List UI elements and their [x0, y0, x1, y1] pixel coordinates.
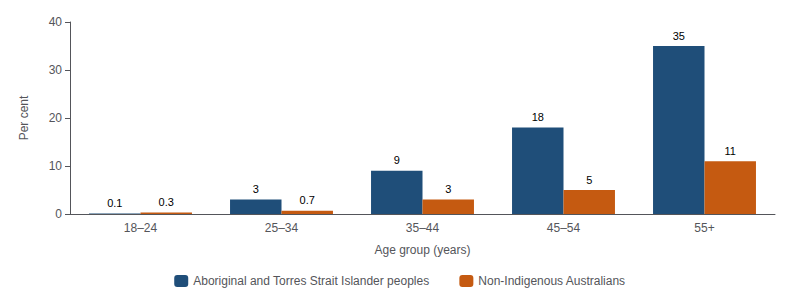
- svg-text:40: 40: [49, 15, 63, 29]
- svg-text:5: 5: [586, 174, 592, 186]
- svg-text:18–24: 18–24: [124, 221, 158, 235]
- svg-text:30: 30: [49, 63, 63, 77]
- svg-text:0.7: 0.7: [300, 194, 315, 206]
- svg-text:0: 0: [55, 207, 62, 221]
- svg-text:11: 11: [725, 145, 736, 157]
- svg-text:3: 3: [445, 183, 451, 195]
- svg-text:Aboriginal and Torres Strait I: Aboriginal and Torres Strait Islander pe…: [193, 274, 429, 288]
- svg-text:Non-Indigenous Australians: Non-Indigenous Australians: [478, 274, 625, 288]
- svg-text:55+: 55+: [694, 221, 714, 235]
- svg-text:45–54: 45–54: [547, 221, 581, 235]
- svg-text:35–44: 35–44: [406, 221, 440, 235]
- svg-text:10: 10: [49, 159, 63, 173]
- svg-text:3: 3: [253, 183, 259, 195]
- svg-text:20: 20: [49, 111, 63, 125]
- svg-text:0.3: 0.3: [159, 196, 174, 208]
- svg-text:Per cent: Per cent: [17, 95, 31, 140]
- svg-text:0.1: 0.1: [107, 197, 122, 209]
- svg-text:18: 18: [532, 111, 544, 123]
- svg-text:25–34: 25–34: [265, 221, 299, 235]
- svg-text:35: 35: [673, 30, 685, 42]
- svg-text:9: 9: [394, 154, 400, 166]
- svg-text:Age group (years): Age group (years): [374, 243, 470, 257]
